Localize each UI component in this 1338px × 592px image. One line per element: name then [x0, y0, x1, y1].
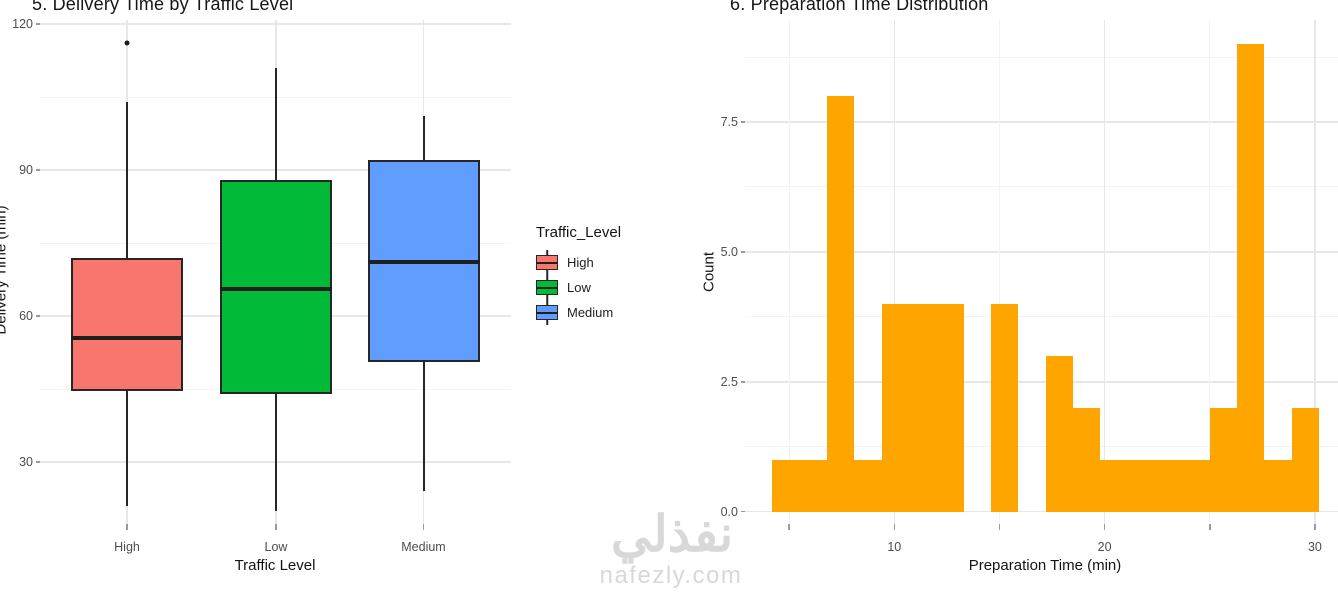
x-tick-mark: [893, 524, 896, 530]
gridline-minor: [745, 56, 1338, 58]
boxplot-x-axis-title: Traffic Level: [234, 557, 316, 574]
histogram-bar: [991, 303, 1019, 512]
x-tick-label: 20: [1097, 540, 1112, 554]
gridline-major: [745, 510, 1338, 513]
box-whisker-lower: [422, 362, 425, 492]
histogram-bar: [1237, 44, 1265, 512]
box-whisker-upper: [422, 116, 425, 161]
legend-key-boxplot-icon: [536, 275, 558, 300]
y-tick-mark: [741, 381, 745, 383]
y-tick-mark: [741, 251, 745, 253]
histogram-bar: [1127, 459, 1156, 512]
y-tick-mark: [36, 23, 40, 25]
gridline-major: [745, 251, 1338, 253]
y-tick-label: 30: [19, 455, 33, 469]
y-tick-label: 2.5: [720, 374, 738, 389]
y-tick-label: 7.5: [720, 115, 738, 129]
histogram-bar: [936, 303, 964, 512]
y-tick-label: 90: [19, 163, 33, 177]
histogram-bar: [881, 303, 909, 512]
histogram-bar: [827, 96, 855, 512]
y-tick-label: 60: [19, 309, 33, 323]
y-tick-label: 5.0: [720, 244, 738, 259]
gridline-major: [745, 121, 1338, 123]
x-tick-mark: [1103, 524, 1106, 530]
y-tick-label: 120: [12, 17, 33, 31]
box-whisker-lower: [275, 393, 277, 511]
x-tick-label: 30: [1307, 540, 1322, 554]
legend-key-boxplot-icon: [536, 300, 558, 325]
gridline-major: [745, 381, 1338, 383]
gridline-vertical-minor: [998, 20, 1000, 524]
histogram-bar: [1073, 407, 1101, 512]
legend-entries: High Low Medium: [536, 250, 621, 325]
legend-entry-label: Low: [567, 280, 591, 295]
box-whisker-upper: [275, 67, 277, 180]
legend-entry-medium: Medium: [536, 300, 621, 325]
legend-entry-high: High: [536, 250, 621, 275]
x-tick-mark: [1314, 524, 1316, 530]
gridline-vertical-major: [1314, 20, 1316, 524]
x-tick-mark: [275, 524, 277, 530]
histogram-bar: [1264, 459, 1292, 512]
histogram-bar: [1182, 459, 1210, 512]
histogram-bar: [1155, 459, 1183, 512]
x-tick-mark: [998, 524, 1001, 530]
box-low: [220, 179, 332, 394]
histogram-bar: [1045, 355, 1074, 512]
y-tick-mark: [36, 461, 40, 463]
x-tick-label: Medium: [401, 540, 446, 554]
gridline-minor: [745, 316, 1338, 318]
histogram-bar: [1209, 407, 1238, 512]
box-high: [71, 257, 183, 392]
box-whisker-lower: [126, 391, 128, 506]
watermark-domain-text: nafezly.com: [599, 562, 743, 589]
gridline-vertical-major: [893, 20, 896, 524]
x-tick-mark: [788, 524, 790, 530]
x-tick-label: 10: [887, 540, 902, 554]
gridline-vertical-minor: [788, 20, 790, 524]
legend-key-boxplot-icon: [536, 250, 558, 275]
x-tick-mark: [126, 524, 128, 530]
y-tick-mark: [741, 121, 745, 123]
watermark-logo: نفذلي: [610, 506, 734, 562]
box-whisker-upper: [126, 101, 128, 258]
outlier-point: [124, 40, 130, 46]
y-tick-mark: [741, 510, 745, 513]
legend-entry-low: Low: [536, 275, 621, 300]
box-median-line: [220, 287, 332, 292]
histogram-title: 6. Preparation Time Distribution: [730, 0, 989, 14]
histogram-bar: [799, 459, 827, 512]
y-tick-mark: [36, 315, 40, 317]
gridline-vertical-major: [1103, 20, 1106, 524]
x-tick-mark: [1209, 524, 1211, 530]
gridline-vertical-minor: [1209, 20, 1211, 524]
x-tick-mark: [422, 524, 425, 530]
box-median-line: [71, 335, 183, 340]
gridline-minor: [745, 186, 1338, 188]
x-tick-label: Low: [264, 540, 288, 554]
legend-title: Traffic_Level: [536, 224, 622, 241]
histogram-bar: [772, 459, 800, 512]
legend: Traffic_Level High Low Medium: [536, 224, 621, 325]
x-tick-label: High: [114, 540, 140, 554]
legend-entry-label: Medium: [567, 305, 614, 320]
histogram-bar: [909, 303, 937, 512]
boxplot-title: 5. Delivery Time by Traffic Level: [32, 0, 294, 14]
histogram-x-axis-title: Preparation Time (min): [968, 557, 1122, 574]
y-tick-mark: [36, 169, 40, 171]
histogram-bar: [854, 459, 882, 512]
box-median-line: [367, 260, 480, 265]
y-tick-label: 0.0: [720, 504, 738, 519]
histogram-bar: [1100, 459, 1128, 512]
gridline-minor: [745, 446, 1338, 448]
legend-entry-label: High: [567, 255, 594, 270]
histogram-bar: [1291, 407, 1320, 512]
